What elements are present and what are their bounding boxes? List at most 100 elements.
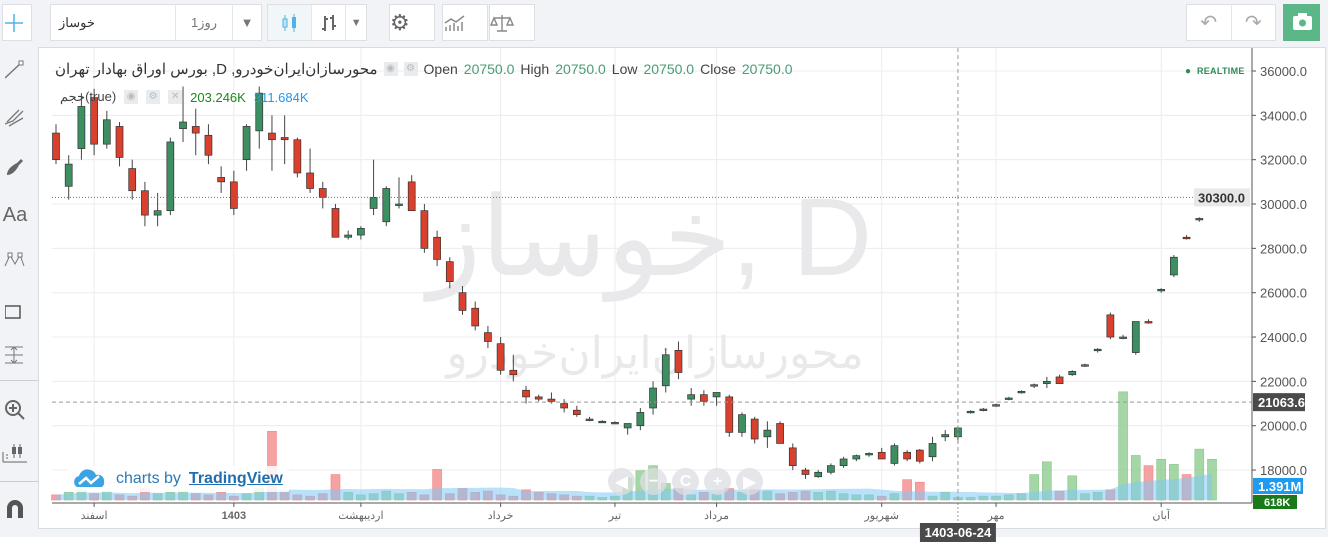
high-label: High [520,61,550,77]
long-short-icon[interactable] [0,438,30,468]
price-tick-label: 18000.0 [1260,463,1307,478]
candle-up [369,197,378,209]
candles-icon[interactable] [268,5,313,40]
candle-up [255,92,264,132]
candle-up [1068,371,1077,376]
candle-up [941,434,950,438]
candle-up [1195,218,1204,221]
time-tick-label: اردیبهشت [338,510,383,522]
candle-down [496,343,505,371]
price-tick-label: 36000.0 [1260,64,1307,79]
candle-up [687,394,696,400]
candle-down [801,469,810,475]
candle-down [191,126,200,134]
gear-icon[interactable]: ⚙ [403,62,418,76]
price-tick-label: 30000.0 [1260,197,1307,212]
zoom-out-button[interactable]: − [640,468,667,495]
volume-param: (true) [85,89,117,104]
low-value: 20750.0 [643,61,695,77]
candle-up [77,106,86,149]
candle-down [471,307,480,327]
time-tick-label: 1403 [222,510,246,522]
price-tick-label: 28000.0 [1260,241,1307,256]
crosshair-date-badge [919,523,996,542]
snapshot-button[interactable] [1283,4,1320,41]
indicators-icon [444,14,465,31]
candle-up [712,392,721,398]
undo-icon[interactable]: ↶ [1187,5,1232,40]
candle-down [522,389,530,398]
volume-value: 203.246K [190,89,246,105]
pattern-icon[interactable] [0,245,30,275]
compare-button[interactable] [489,4,535,41]
chart-container[interactable] [38,47,1326,529]
candle-down [560,403,568,409]
settings-button[interactable]: ⚙ [389,4,435,41]
pitchfork-icon[interactable] [0,103,30,133]
gear-icon[interactable]: ⚙ [146,90,161,104]
realtime-indicator: ● REALTIME [1185,66,1245,77]
candle-up [890,445,899,464]
close-value: 20750.0 [741,61,793,77]
candle-down [52,132,60,161]
rectangle-icon[interactable] [0,297,30,327]
divider [0,380,38,381]
volume-badge [1253,478,1303,494]
close-icon[interactable]: ✕ [168,90,183,104]
candle-up [179,121,187,129]
indicators-button[interactable] [442,4,488,41]
scroll-right-button[interactable]: ▶ [736,468,763,495]
candle-up [1157,289,1166,292]
candle-up [1170,256,1178,276]
candle-down [700,394,708,402]
symbol-input[interactable]: خوساز [51,5,176,40]
chevron-down-icon[interactable]: ▼ [240,15,254,30]
candle-down [572,409,581,415]
eye-icon[interactable]: ◉ [383,62,398,76]
candle-up [344,234,353,238]
candle-down [1055,376,1064,384]
chevron-down-icon[interactable]: ▼ [350,16,362,29]
eye-icon[interactable]: ◉ [124,90,139,104]
tradingview-branding[interactable]: charts by TradingView [68,466,289,492]
candle-up [636,412,645,427]
reset-button[interactable]: C [672,468,699,495]
open-label: Open [423,61,458,77]
scroll-left-button[interactable]: ◀ [608,468,635,495]
magnet-icon[interactable] [0,494,30,524]
crosshair-icon [5,13,23,32]
candle-up [852,455,861,460]
zoom-in-button[interactable]: + [704,468,731,495]
candle-up [611,422,619,425]
time-tick-label: آبان [1152,509,1170,522]
branding-link[interactable]: TradingView [188,470,283,487]
crosshair-tool-button[interactable] [2,4,32,41]
candle-up [1131,321,1140,353]
bar-style-icon[interactable] [312,5,347,40]
candle-down [217,177,225,183]
brush-icon[interactable] [0,152,30,182]
interval-select[interactable]: 1روز [176,5,233,40]
candle-up [814,471,823,478]
crosshair-price-label: 21063.6 [1258,395,1305,410]
candle-down [141,190,149,216]
candle-up [153,210,162,216]
candle-down [788,447,797,466]
trend-line-icon[interactable] [0,55,30,85]
redo-icon[interactable]: ↷ [1244,12,1262,34]
candle-up [661,354,670,387]
symbol-title: بورس اوراق بهادار تهران ,D ,محورسازان‌ای… [55,61,378,78]
candle-up [865,453,873,456]
zoom-in-icon[interactable] [0,395,30,425]
time-tick-label: شهریور [864,510,899,522]
measure-icon[interactable] [0,340,30,370]
candle-down [407,181,416,212]
candle-down [280,137,289,141]
candle-down [877,451,886,460]
candle-up [1004,397,1013,400]
text-icon[interactable]: Aa [2,203,28,226]
tradingview-logo-icon [74,469,105,487]
time-tick-label: مهر [987,510,1005,522]
time-tick-label: اسفند [81,510,108,522]
